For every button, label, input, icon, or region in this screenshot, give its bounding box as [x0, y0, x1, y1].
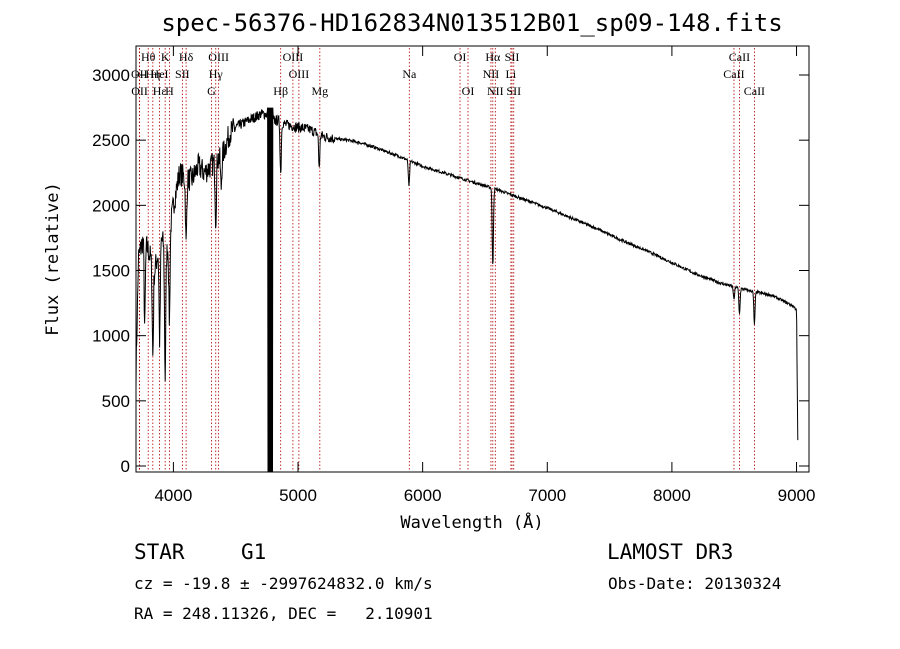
redshift-line: cz = -19.8 ± -2997624832.0 km/s	[134, 574, 433, 593]
spectrum-series	[135, 107, 799, 473]
obs-date: Obs-Date: 20130324	[608, 574, 782, 593]
line-label-7: SII	[505, 50, 520, 64]
line-label-10: Hη	[145, 67, 160, 81]
line-label-23: Hβ	[273, 84, 288, 98]
y-tick-label-4: 2000	[92, 196, 130, 215]
line-label-26: NII	[487, 84, 504, 98]
x-tick-label-3: 7000	[528, 486, 566, 505]
line-label-25: OI	[462, 84, 475, 98]
line-markers	[138, 48, 755, 472]
y-tick-label-1: 500	[102, 392, 130, 411]
line-label-15: Na	[402, 67, 417, 81]
y-axis-label: Flux (relative)	[43, 182, 63, 336]
line-label-20: Hε	[153, 84, 167, 98]
line-label-3: OIII	[208, 50, 229, 64]
x-tick-label-5: 9000	[778, 486, 816, 505]
y-tick-label-0: 0	[121, 457, 130, 476]
line-label-2: Hδ	[179, 50, 194, 64]
line-label-1: K	[161, 50, 170, 64]
line-label-6: Hα	[485, 50, 501, 64]
x-tick-label-2: 6000	[404, 486, 442, 505]
line-label-19: OII	[131, 84, 148, 98]
line-label-22: G	[207, 84, 216, 98]
line-label-18: CaII	[723, 67, 744, 81]
survey-name: LAMOST DR3	[607, 540, 734, 564]
line-label-9: OII	[131, 67, 148, 81]
line-label-14: OIII	[289, 67, 310, 81]
x-tick-label-4: 8000	[653, 486, 691, 505]
object-class: STAR	[134, 540, 185, 564]
y-tick-label-6: 3000	[92, 66, 130, 85]
line-label-0: Hθ	[141, 50, 156, 64]
line-label-13: Hγ	[209, 67, 224, 81]
chart-title: spec-56376-HD162834N013512B01_sp09-148.f…	[161, 9, 782, 37]
line-label-11: HeI	[151, 67, 169, 81]
y-tick-label-5: 2500	[92, 131, 130, 150]
line-label-16: NII	[483, 67, 500, 81]
line-label-12: SII	[175, 67, 190, 81]
object-subclass: G1	[241, 540, 267, 564]
line-label-27: SII	[506, 84, 521, 98]
x-tick-label-0: 4000	[154, 486, 192, 505]
x-axis-label: Wavelength (Å)	[400, 511, 543, 533]
axis-ticks: 4000 5000 6000 7000 8000 9000 0 500 1000 1500 2000…	[92, 46, 815, 505]
coordinates: RA = 248.11326, DEC = 2.10901	[134, 604, 433, 623]
line-label-5: OI	[454, 50, 467, 64]
line-label-28: CaII	[744, 84, 765, 98]
line-label-21: H	[165, 84, 174, 98]
line-label-8: CaII	[729, 50, 750, 64]
line-label-4: OIII	[283, 50, 304, 64]
line-label-17: Li	[506, 67, 517, 81]
line-label-24: Mg	[311, 84, 328, 98]
x-tick-label-1: 5000	[279, 486, 317, 505]
y-tick-label-2: 1000	[92, 327, 130, 346]
plot-frame	[135, 45, 810, 473]
y-tick-label-3: 1500	[92, 262, 130, 281]
